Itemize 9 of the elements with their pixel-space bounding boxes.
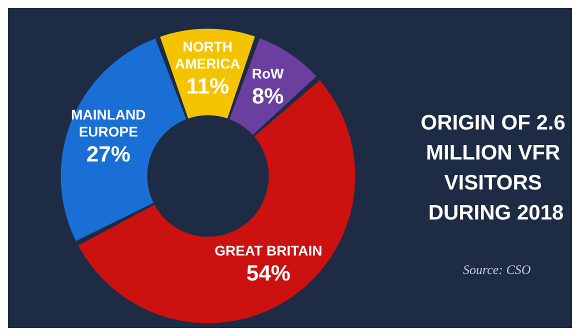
slice-label: GREAT BRITAIN	[214, 242, 322, 258]
text: ORIGIN OF 2.6 MILLION VFR VISITORS DURING 2018	[420, 112, 572, 224]
slice-label: NORTH AMERICA	[174, 38, 240, 72]
slice-label: RoW	[252, 65, 285, 82]
source-note: Source: CSO	[462, 262, 532, 277]
data-label: 54%	[246, 260, 290, 286]
data-label: 8%	[252, 83, 284, 108]
data-label: 11%	[186, 74, 230, 98]
data-label: 27%	[86, 141, 130, 166]
